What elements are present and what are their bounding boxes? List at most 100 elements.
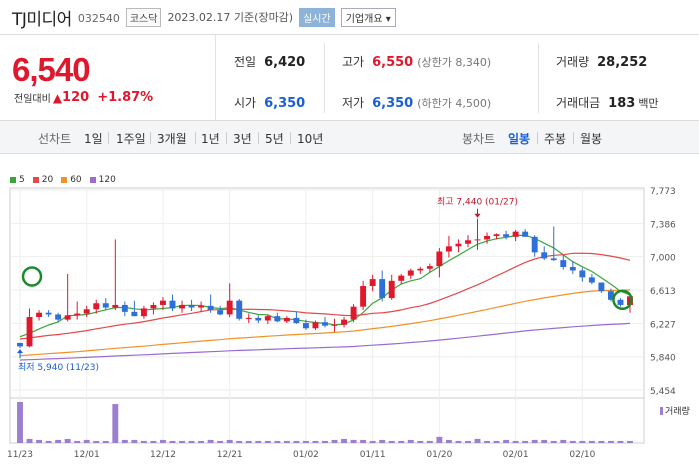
candle-body bbox=[455, 243, 462, 247]
candle-body bbox=[503, 234, 510, 237]
volume-bar bbox=[588, 440, 595, 443]
separator bbox=[290, 132, 291, 144]
candle-weekly[interactable]: 주봉 bbox=[544, 132, 567, 146]
company-info-dropdown[interactable]: 기업개요 ▾ bbox=[340, 7, 396, 27]
candle-body bbox=[131, 311, 138, 317]
volume-bar bbox=[560, 439, 567, 443]
volume-bar bbox=[455, 440, 462, 443]
open-label: 시가 bbox=[234, 96, 257, 110]
volume-bar bbox=[55, 439, 62, 443]
candle-body bbox=[465, 240, 471, 244]
x-tick-label: 01/02 bbox=[293, 450, 319, 460]
candle-body bbox=[541, 252, 548, 259]
candle-body bbox=[426, 266, 433, 269]
separator bbox=[108, 132, 109, 144]
candle-body bbox=[245, 317, 252, 319]
high-value: 6,550 bbox=[372, 55, 414, 70]
volume-bar bbox=[598, 440, 605, 443]
chart-toolbar: 선차트 1일 1주일 3개월 1년 3년 5년 10년 봉차트 일봉 주봉 월봉 bbox=[0, 120, 699, 154]
candle-body bbox=[45, 312, 52, 315]
candle-daily[interactable]: 일봉 bbox=[508, 132, 531, 146]
period-1w[interactable]: 1주일 bbox=[116, 132, 146, 146]
volume-bar bbox=[493, 440, 500, 443]
volume-bar bbox=[74, 440, 81, 443]
candle-body bbox=[74, 313, 81, 316]
chart-svg[interactable]: 7,773 7,386 7,000 6,613 6,227 5,840 5,454 11/23… bbox=[0, 154, 699, 466]
candle-body bbox=[312, 322, 319, 329]
legend-ma60-label: 60 bbox=[70, 175, 82, 185]
period-3m[interactable]: 3개월 bbox=[157, 132, 187, 146]
volume-bar bbox=[541, 439, 548, 443]
y-tick-label: 5,840 bbox=[650, 354, 676, 364]
separator bbox=[537, 132, 538, 144]
volume-bar bbox=[369, 440, 376, 443]
candle-body bbox=[255, 317, 262, 321]
candle-body bbox=[188, 304, 195, 308]
ma-legend: 5 20 60 120 bbox=[10, 175, 124, 185]
volume-bar bbox=[121, 439, 128, 443]
period-5y[interactable]: 5년 bbox=[265, 132, 284, 146]
volume-bar bbox=[245, 440, 252, 443]
candle-body bbox=[360, 285, 367, 307]
volume-bar bbox=[283, 440, 290, 443]
y-tick-label: 6,613 bbox=[650, 287, 676, 297]
candle-body bbox=[160, 300, 166, 305]
candle-body bbox=[207, 305, 214, 311]
live-button[interactable]: 실시간 bbox=[299, 7, 335, 27]
period-1y[interactable]: 1년 bbox=[201, 132, 220, 146]
period-10y[interactable]: 10년 bbox=[297, 132, 324, 146]
line-chart-label[interactable]: 선차트 bbox=[38, 132, 72, 146]
stats-grid: 전일 6,420 고가 6,550 (상한가 8,340) 거래량 28,252… bbox=[216, 35, 699, 121]
stat-open: 시가 6,350 bbox=[234, 94, 305, 111]
volume-bar bbox=[379, 439, 386, 443]
volume-bar bbox=[131, 439, 138, 443]
candle-body bbox=[140, 308, 147, 317]
volume-bar bbox=[627, 440, 633, 443]
volume-bar bbox=[26, 438, 33, 443]
volume-bar bbox=[293, 440, 300, 443]
volume-bar bbox=[512, 440, 519, 443]
candle-body bbox=[369, 279, 376, 286]
candle-chart-label[interactable]: 봉차트 bbox=[462, 132, 496, 146]
x-tick-label: 02/10 bbox=[569, 450, 595, 460]
current-price: 6,540 bbox=[12, 51, 91, 88]
candle-body bbox=[588, 277, 595, 283]
volume-bar bbox=[474, 438, 481, 443]
quote-panel: 6,540 전일대비 ▲ 120 +1.87% 전일 6,420 고가 6,55… bbox=[0, 34, 699, 121]
stat-volume: 거래량 28,252 bbox=[556, 53, 647, 70]
period-3y[interactable]: 3년 bbox=[233, 132, 252, 146]
volume-bar bbox=[83, 439, 90, 443]
legend-ma20-label: 20 bbox=[41, 175, 54, 185]
amount-unit: 백만 bbox=[638, 97, 659, 110]
volume-bar bbox=[140, 440, 147, 443]
volume-bar bbox=[302, 440, 309, 443]
period-1d[interactable]: 1일 bbox=[84, 132, 103, 146]
volume-bar bbox=[312, 440, 319, 443]
y-tick-label: 6,227 bbox=[650, 320, 676, 330]
separator bbox=[573, 132, 574, 144]
candle-body bbox=[83, 309, 90, 314]
change-percent: +1.87% bbox=[97, 90, 154, 105]
candlestick-chart[interactable]: 7,773 7,386 7,000 6,613 6,227 5,840 5,454 11/23… bbox=[0, 154, 699, 466]
candle-body bbox=[293, 317, 300, 324]
volume-bar bbox=[93, 440, 100, 443]
high-arrow-icon bbox=[474, 213, 481, 218]
volume-bar bbox=[198, 440, 205, 443]
candle-body bbox=[445, 246, 452, 252]
candle-body bbox=[179, 304, 185, 309]
candle-body bbox=[264, 316, 271, 321]
volume-bar bbox=[102, 440, 109, 443]
separator bbox=[195, 132, 196, 144]
candle-monthly[interactable]: 월봉 bbox=[580, 132, 603, 146]
volume-bar bbox=[150, 440, 157, 443]
volume-label: 거래량 bbox=[556, 55, 590, 69]
volume-bar bbox=[569, 440, 576, 443]
stock-title: TJ미디어 bbox=[12, 9, 72, 30]
candle-body bbox=[341, 319, 348, 325]
volume-bar bbox=[407, 439, 414, 443]
candle-body bbox=[522, 231, 529, 237]
y-tick-label: 7,000 bbox=[650, 254, 676, 264]
ma-line-120 bbox=[19, 322, 631, 361]
candle-body bbox=[26, 317, 33, 347]
y-tick-label: 5,454 bbox=[650, 387, 676, 397]
